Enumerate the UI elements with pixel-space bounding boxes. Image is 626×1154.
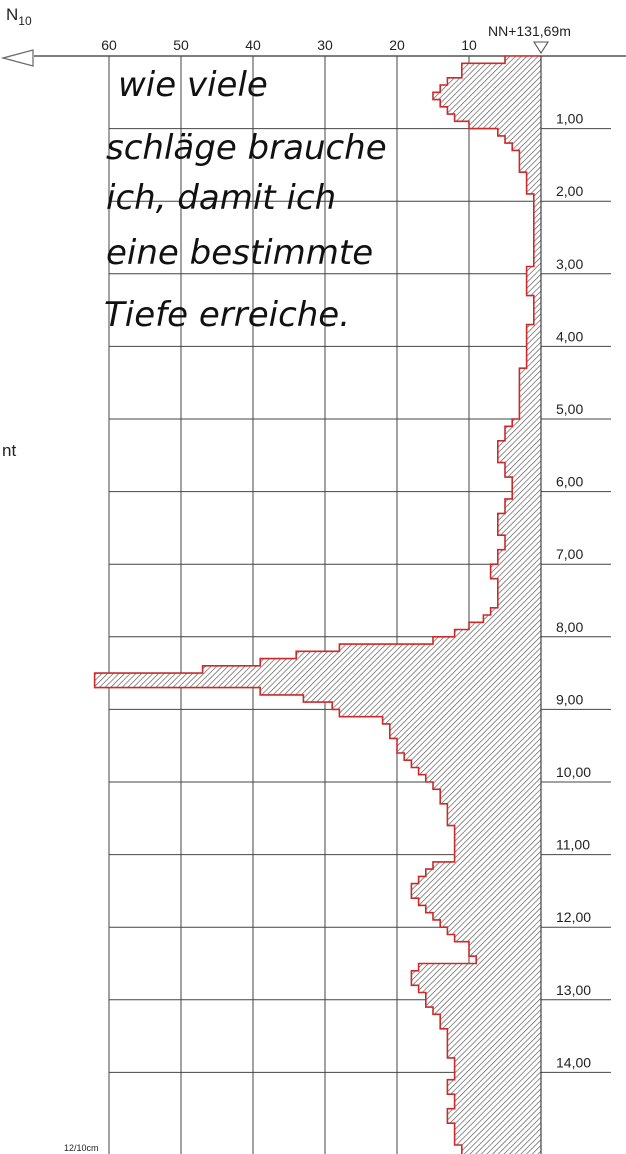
annotation-line-1: wie viele — [118, 65, 268, 105]
title-subscript: 10 — [18, 14, 32, 28]
blow-count-series — [93, 55, 542, 1154]
depth-tick-label: 14,00 — [556, 1054, 591, 1070]
x-tick-label: 40 — [245, 37, 261, 53]
reference-marker-icon — [532, 41, 550, 55]
x-tick-label: 10 — [461, 37, 477, 53]
depth-tick-label: 1,00 — [556, 111, 583, 127]
axis-arrow-icon — [0, 49, 34, 67]
depth-tick-label: 8,00 — [556, 619, 583, 635]
depth-tick-label: 10,00 — [556, 764, 591, 780]
blow-count-area — [94, 56, 541, 1154]
depth-tick-label: 13,00 — [556, 982, 591, 998]
x-tick-label: 60 — [101, 37, 117, 53]
annotation-line-3: ich, damit ich — [106, 178, 336, 218]
annotation-line-4: eine bestimmte — [106, 233, 373, 273]
depth-tick-label: 9,00 — [556, 691, 583, 707]
blow-count-outline — [93, 55, 541, 1154]
depth-tick-label: 6,00 — [556, 474, 583, 490]
depth-tick-label: 3,00 — [556, 256, 583, 272]
depth-tick-label: 4,00 — [556, 328, 583, 344]
reference-level-label: NN+131,69m — [488, 23, 571, 39]
unit-label: 12/10cm — [64, 1143, 99, 1153]
x-tick-label: 50 — [173, 37, 189, 53]
x-tick-label: 20 — [389, 37, 405, 53]
annotation-line-2: schläge brauche — [106, 128, 387, 168]
x-tick-label: 30 — [317, 37, 333, 53]
depth-tick-label: 2,00 — [556, 183, 583, 199]
depth-tick-label: 7,00 — [556, 546, 583, 562]
handwritten-annotation: wie viele schläge brauche ich, damit ich… — [104, 65, 387, 335]
depth-tick-label: 5,00 — [556, 401, 583, 417]
depth-tick-label: 11,00 — [556, 837, 590, 853]
chart-title: N10 — [6, 5, 32, 28]
annotation-line-5: Tiefe erreiche. — [104, 295, 350, 335]
title-main: N — [6, 5, 18, 24]
x-axis-tick-labels: 60 50 40 30 20 10 — [101, 37, 477, 53]
depth-tick-labels: 1,00 2,00 3,00 4,00 5,00 6,00 7,00 8,00 9,00 10,0… — [556, 111, 591, 1071]
side-text: nt — [2, 441, 16, 460]
depth-tick-label: 12,00 — [556, 909, 591, 925]
